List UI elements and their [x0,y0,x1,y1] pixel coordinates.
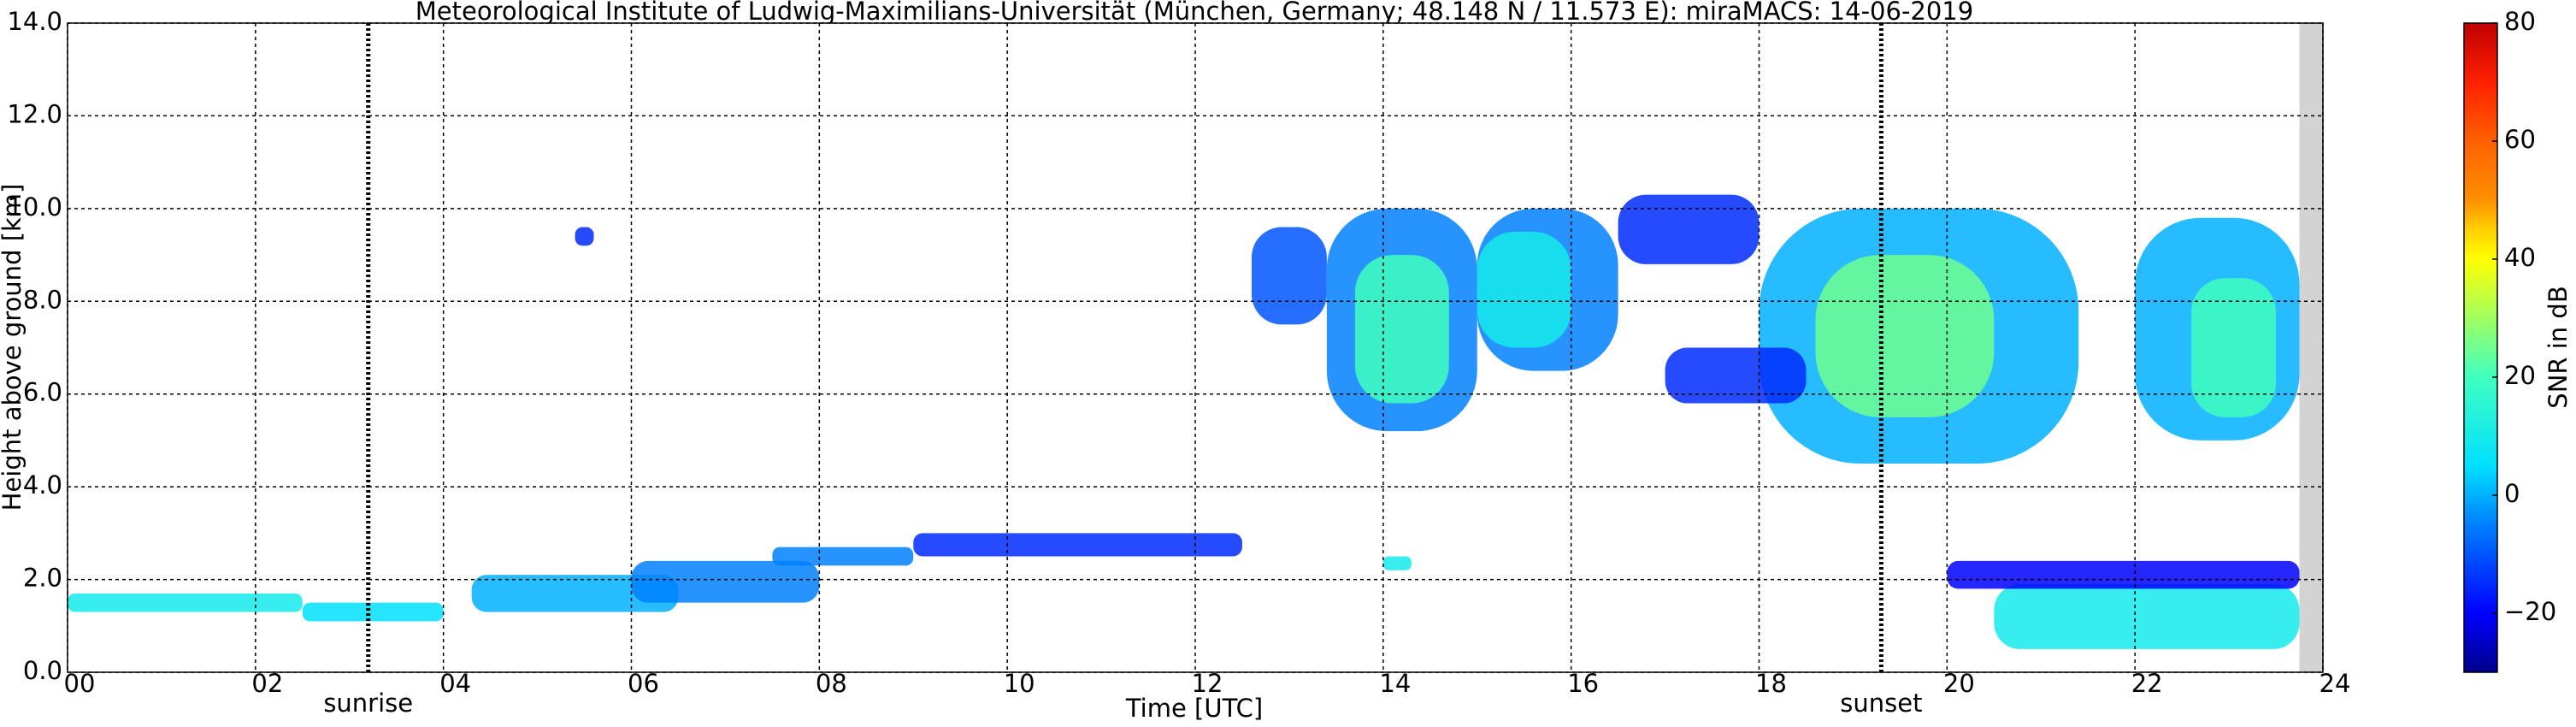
echo-cell [471,575,679,612]
chart-title: Meteorological Institute of Ludwig-Maxim… [416,0,1973,26]
colorbar-tick-label: 40 [2504,243,2536,272]
x-tick-label: 16 [1567,669,1599,698]
echo-cell [575,227,594,246]
annotation-label: sunrise [323,689,413,718]
echo-cell [1354,255,1449,404]
echo-cell [68,593,303,612]
echo-cell [1251,227,1327,325]
echo-cell [1994,583,2300,649]
annotation-label: sunset [1840,689,1922,718]
x-tick-label: 00 [64,669,96,698]
echo-cell [913,533,1242,557]
x-tick-label: 20 [1943,669,1975,698]
x-tick-label: 14 [1379,669,1411,698]
x-tick-label: 08 [816,669,847,698]
colorbar [2463,22,2498,673]
echo-cell [1477,231,1571,348]
y-tick-label: 4.0 [23,470,62,499]
colorbar-label: SNR in dB [2544,286,2573,408]
echo-cell [302,602,444,622]
y-tick-label: 10.0 [7,192,62,222]
x-tick-label: 24 [2320,669,2351,698]
colorbar-tick-label: 60 [2504,125,2536,154]
y-axis-label: Height above ground [km] [0,184,27,511]
y-tick-label: 14.0 [7,7,62,36]
y-tick-label: 2.0 [23,564,62,593]
y-tick-label: 8.0 [23,285,62,314]
x-tick-label: 22 [2131,669,2163,698]
colorbar-tick-label: 20 [2504,361,2536,390]
echo-cell [2191,278,2277,417]
colorbar-tick-label: −20 [2504,597,2556,626]
echo-cell [631,560,820,603]
y-tick-label: 0.0 [23,656,62,685]
x-tick-label: 02 [251,669,283,698]
echo-cell [1947,560,2300,589]
y-tick-label: 12.0 [7,99,62,128]
y-tick-label: 6.0 [23,378,62,407]
colorbar-tick-label: 80 [2504,7,2536,36]
x-axis-label: Time [UTC] [1125,694,1263,723]
x-tick-label: 12 [1192,669,1223,698]
plot-frame [67,22,2324,673]
echo-cell [1665,347,1807,404]
echo-cell [1382,556,1412,570]
colorbar-tick-label: 0 [2504,479,2520,508]
echo-cell [1815,255,1995,417]
x-tick-label: 06 [628,669,659,698]
x-tick-label: 18 [1755,669,1787,698]
x-tick-label: 10 [1004,669,1035,698]
echo-cell [772,547,914,566]
x-tick-label: 04 [439,669,471,698]
echo-cell [1618,194,1760,264]
missing-data [2299,23,2323,672]
